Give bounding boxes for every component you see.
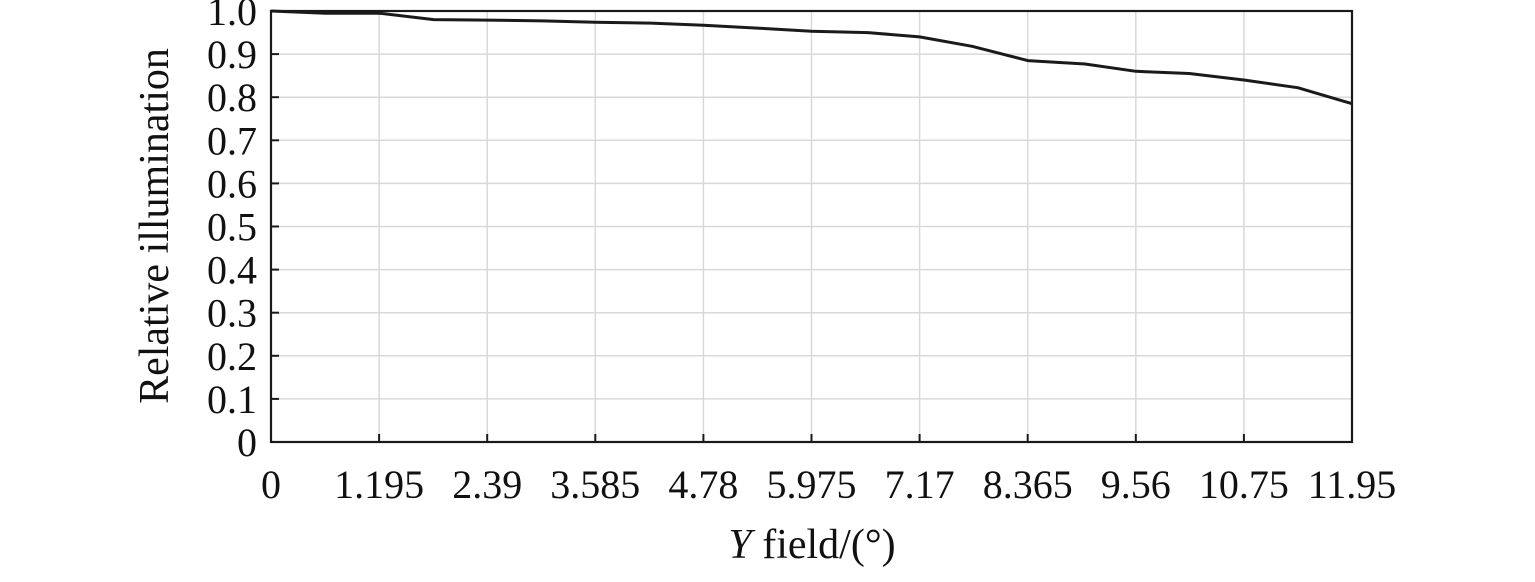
x-tick-label: 4.78 [668, 462, 738, 507]
y-tick-label: 0.2 [207, 334, 257, 379]
grid-layer [271, 11, 1352, 442]
y-tick-label: 0.9 [207, 32, 257, 77]
y-tick-label: 0.8 [207, 75, 257, 120]
y-tick-label: 0.3 [207, 291, 257, 336]
x-tick-label: 1.195 [334, 462, 424, 507]
y-tick-label: 1.0 [207, 0, 257, 34]
y-tick-label: 0.1 [207, 377, 257, 422]
x-tick-label: 9.56 [1101, 462, 1171, 507]
y-axis-title: Relative illumination [132, 48, 178, 404]
y-tick-label: 0.4 [207, 248, 257, 293]
y-tick-label: 0.6 [207, 161, 257, 206]
series-line-relative-illumination [270, 9, 1353, 106]
x-tick-labels: 0 1.195 2.39 3.585 4.78 5.975 7.17 8.365 9.56 10.… [261, 462, 1396, 507]
y-tick-labels: 00.10.20.30.40.50.60.70.80.91.0 [207, 0, 257, 465]
x-tick-label: 3.585 [550, 462, 640, 507]
x-axis-title: Y field/(°) [728, 522, 895, 568]
x-tick-label: 8.365 [983, 462, 1073, 507]
x-tick-label: 10.75 [1199, 462, 1289, 507]
y-tick-label: 0.7 [207, 118, 257, 163]
y-tick-label: 0.5 [207, 205, 257, 250]
x-tick-label: 7.17 [885, 462, 955, 507]
x-tick-label: 5.975 [767, 462, 857, 507]
x-tick-label: 11.95 [1308, 462, 1397, 507]
x-tick-label: 0 [261, 462, 281, 507]
y-tick-label: 0 [237, 420, 257, 465]
x-axis-title-unit: field/(°) [752, 522, 896, 568]
x-axis-title-variable: Y [728, 522, 756, 568]
x-tick-label: 2.39 [452, 462, 522, 507]
